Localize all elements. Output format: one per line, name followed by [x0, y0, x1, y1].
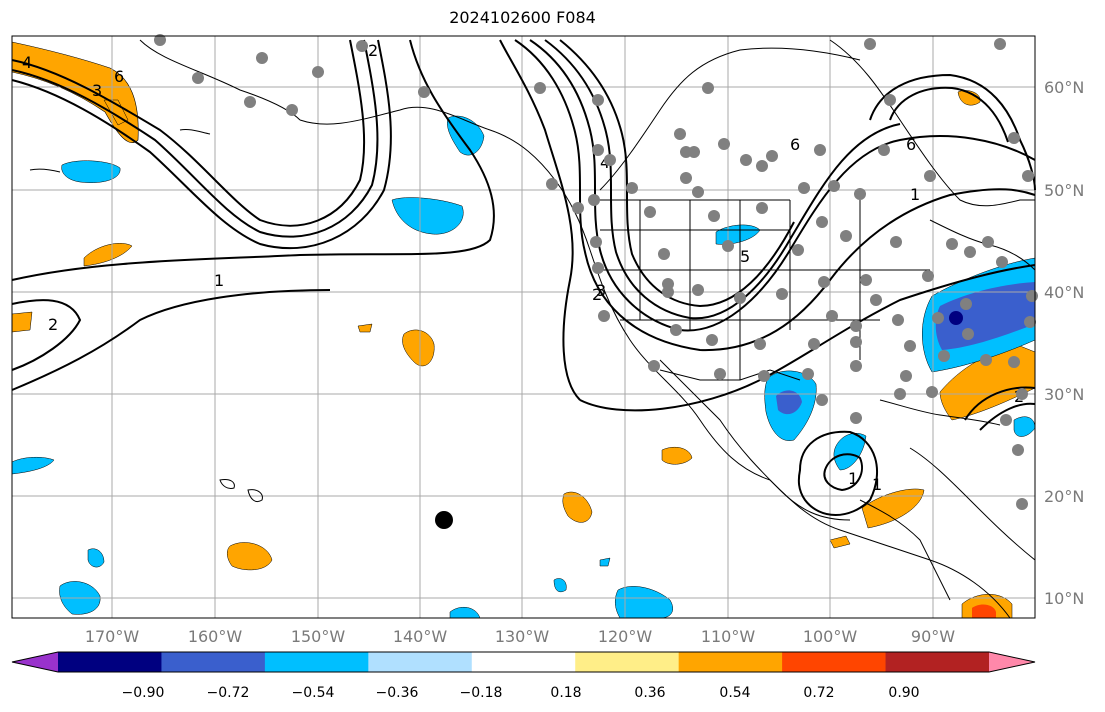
colorbar-segment: [368, 652, 473, 672]
contour-labels: 4 6 3 2 1 2 2 5 6 6 1 4 3 2 1 1: [22, 41, 1024, 494]
center-marker: [435, 511, 453, 529]
lon-label: 90°W: [911, 627, 955, 646]
colorbar-segment: [575, 652, 680, 672]
contour-label: 1: [214, 271, 224, 290]
contour-label: 1: [848, 469, 858, 488]
anomaly-shading: [11, 41, 1036, 619]
lon-label: 120°W: [598, 627, 653, 646]
contour-label: 4: [22, 53, 32, 72]
map-background: [12, 36, 1035, 618]
contour-label: 3: [596, 281, 606, 300]
station-markers: [154, 34, 1038, 510]
lon-label: 140°W: [393, 627, 448, 646]
lon-label: 130°W: [495, 627, 550, 646]
colorbar-extend-low: [12, 652, 58, 672]
contour-label: 2: [592, 285, 602, 304]
contour-label: 6: [790, 135, 800, 154]
contour-label: 1: [872, 475, 882, 494]
colorbar-segment: [161, 652, 266, 672]
contour-label: 1: [910, 185, 920, 204]
contour-label: 3: [92, 81, 102, 100]
colorbar-extend-high: [989, 652, 1035, 672]
lat-label: 40°N: [1044, 283, 1084, 302]
colorbar-segment: [678, 652, 783, 672]
colorbar: [11, 651, 1036, 673]
lat-label: 60°N: [1044, 78, 1084, 97]
colorbar-tick-labels: −0.90 −0.72 −0.54 −0.36 −0.18 0.18 0.36 …: [122, 685, 920, 701]
lat-label: 20°N: [1044, 487, 1084, 506]
contour-label: 2: [368, 41, 378, 60]
contour-label: 5: [740, 247, 750, 266]
colorbar-tick: 0.18: [550, 685, 581, 701]
colorbar-segment: [782, 652, 887, 672]
colorbar-tick: −0.90: [122, 685, 165, 701]
lat-label: 10°N: [1044, 589, 1084, 608]
colorbar-tick: 0.72: [803, 685, 834, 701]
colorbar-tick: −0.36: [376, 685, 419, 701]
colorbar-tick: 0.90: [888, 685, 919, 701]
map-title: 2024102600 F084: [449, 8, 596, 27]
lon-label: 170°W: [85, 627, 140, 646]
colorbar-segment: [885, 652, 990, 672]
lon-label: 160°W: [188, 627, 243, 646]
colorbar-segment: [264, 652, 369, 672]
contour-label: 2: [48, 315, 58, 334]
lat-label: 30°N: [1044, 385, 1084, 404]
colorbar-segment: [471, 652, 576, 672]
contour-label: 6: [114, 67, 124, 86]
colorbar-tick: −0.54: [292, 685, 335, 701]
colorbar-tick: −0.72: [207, 685, 250, 701]
colorbar-tick: 0.54: [719, 685, 750, 701]
colorbar-outline: [11, 651, 1036, 673]
gridlines: [12, 36, 1035, 618]
lon-label: 110°W: [701, 627, 756, 646]
longitude-labels: 170°W 160°W 150°W 140°W 130°W 120°W 110°…: [85, 627, 955, 646]
latitude-labels: 60°N 50°N 40°N 30°N 20°N 10°N: [1044, 78, 1084, 608]
colorbar-tick: −0.18: [460, 685, 503, 701]
map-frame: [11, 35, 1036, 619]
lon-label: 150°W: [291, 627, 346, 646]
lon-label: 100°W: [803, 627, 858, 646]
colorbar-segment: [58, 652, 162, 672]
lat-label: 50°N: [1044, 181, 1084, 200]
colorbar-tick: 0.36: [634, 685, 665, 701]
contour-label: 6: [906, 135, 916, 154]
